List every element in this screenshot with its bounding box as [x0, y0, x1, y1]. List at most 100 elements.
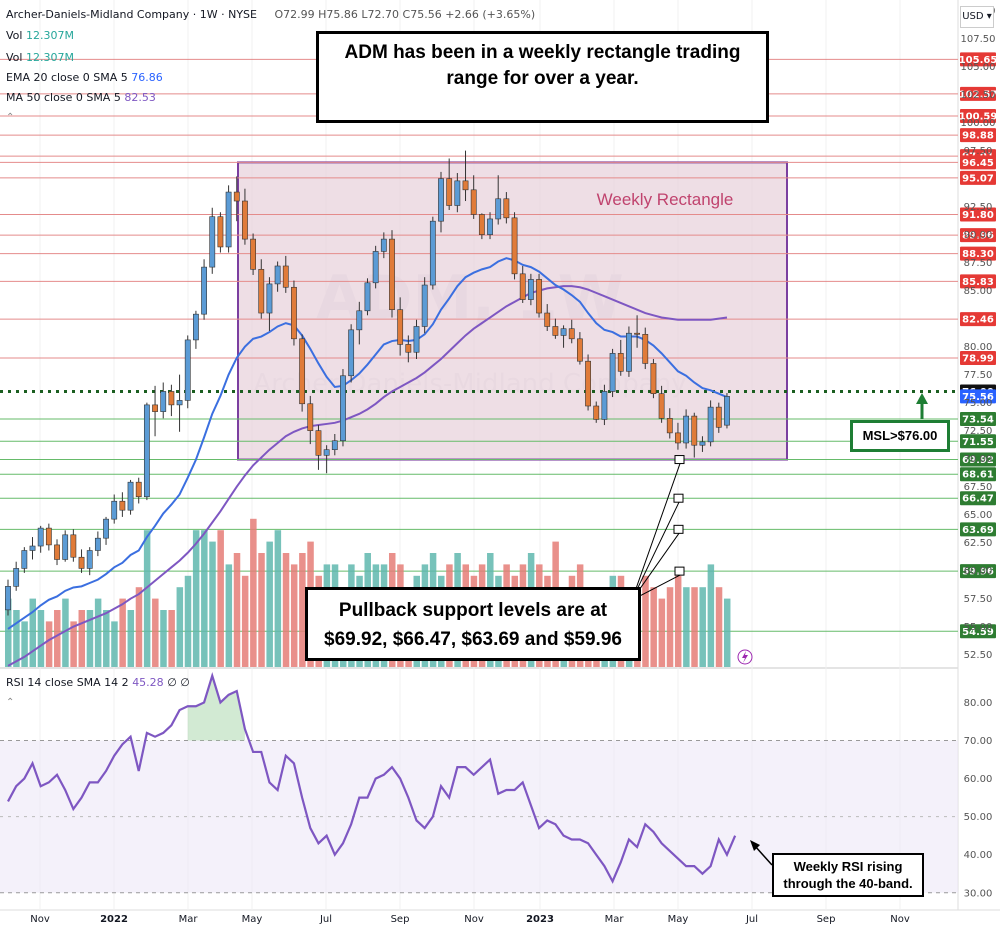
candle-down — [576, 338, 583, 362]
candle-up — [356, 310, 363, 331]
price-level-badge-label: 54.59 — [962, 627, 994, 638]
candle-down — [675, 432, 681, 444]
candle-down — [503, 198, 510, 219]
candle-up — [86, 550, 93, 569]
volume-indicator-2[interactable]: Vol 12.307M — [6, 51, 74, 64]
price-level-badge-label: 88.30 — [962, 249, 994, 260]
candle-down — [250, 238, 256, 270]
price-level-badge-label: 95.07 — [962, 173, 994, 184]
price-tick-label: 92.50 — [964, 202, 993, 213]
price-level-badge — [960, 312, 996, 327]
rsi-indicator[interactable]: RSI 14 close SMA 14 2 45.28 ∅ ∅ — [6, 676, 190, 689]
candle-up — [193, 313, 199, 341]
candle-up — [176, 400, 183, 406]
volume-bar — [290, 564, 298, 667]
candle-down — [152, 404, 158, 412]
candle-up — [21, 550, 28, 569]
candle-down — [54, 544, 60, 560]
volume-bar — [217, 530, 224, 667]
price-tick-label: 80.00 — [964, 342, 993, 353]
candle-down — [70, 534, 77, 558]
price-tick-label: 72.50 — [964, 426, 993, 437]
volume-bar — [266, 541, 273, 667]
price-level-badge-label: 78.99 — [962, 353, 994, 364]
price-tick-label: 90.00 — [964, 230, 993, 241]
candle-up — [527, 279, 534, 300]
rsi-overbought-fill — [187, 675, 245, 741]
volume-bar — [225, 564, 233, 667]
price-level-badge-label: 82.46 — [962, 315, 994, 326]
candle-up — [184, 339, 191, 401]
time-tick-label: Mar — [605, 914, 625, 925]
support-pointer-marker — [674, 566, 685, 576]
candle-up — [626, 332, 632, 372]
candle-up — [29, 545, 36, 551]
candle-down — [593, 405, 600, 420]
collapse-chevron-icon[interactable]: ⌃ — [6, 697, 15, 708]
candle-up — [37, 527, 44, 547]
rsi-note-arrow — [754, 845, 773, 866]
candle-up — [601, 391, 608, 420]
volume-bar — [21, 621, 28, 667]
candle-up — [225, 191, 232, 248]
candle-up — [348, 329, 355, 377]
candle-down — [658, 393, 665, 419]
candle-up — [495, 198, 502, 220]
price-tick-label: 57.50 — [964, 594, 993, 605]
volume-bar — [650, 587, 657, 667]
collapse-chevron-icon[interactable]: ⌃ — [6, 112, 15, 123]
rsi-line — [7, 672, 737, 884]
volume-bar — [666, 587, 674, 667]
candle-up — [111, 500, 118, 520]
candle-up — [429, 220, 436, 286]
price-level-badge-label: 91.80 — [962, 210, 994, 221]
candle-up — [438, 178, 444, 222]
candle-up — [372, 251, 379, 284]
price-level-badge — [960, 170, 996, 185]
ma-indicator[interactable]: MA 50 close 0 SMA 5 82.53 — [6, 91, 156, 104]
volume-indicator-1[interactable]: Vol 12.307M — [6, 29, 74, 42]
price-level-badge — [960, 128, 996, 143]
candle-up — [201, 266, 207, 315]
candle-down — [470, 189, 477, 215]
rsi-tick-label: 40.00 — [964, 850, 993, 861]
candle-up — [609, 353, 616, 392]
candle-up — [421, 284, 428, 327]
currency-selector[interactable]: USD ▾ — [960, 6, 994, 28]
price-tick-label: 87.50 — [964, 258, 993, 269]
price-tick-label: 75.00 — [964, 398, 993, 409]
price-level-badge-label: 105.65 — [959, 55, 998, 66]
volume-bar — [233, 553, 241, 667]
price-tick-label: 67.50 — [964, 482, 993, 493]
price-level-badge-label: 98.88 — [962, 131, 994, 142]
price-level-badge-label: 75.56 — [962, 392, 994, 403]
volume-bar — [168, 610, 175, 667]
time-tick-label: Mar — [179, 914, 199, 925]
candle-down — [135, 481, 142, 498]
price-level-badge-label: 96.45 — [962, 158, 994, 169]
candle-up — [13, 568, 20, 587]
volume-bar — [250, 518, 257, 667]
volume-bar — [119, 598, 126, 667]
candle-up — [274, 265, 281, 285]
msl-label: MSL>$76.00 — [850, 420, 950, 452]
price-level-badge — [960, 52, 996, 67]
candle-up — [160, 391, 167, 412]
ema-indicator[interactable]: EMA 20 close 0 SMA 5 76.86 — [6, 71, 163, 84]
candle-up — [454, 180, 461, 206]
candle-down — [552, 326, 559, 336]
price-level-badge-label: 68.61 — [962, 470, 994, 481]
price-tick-label: 62.50 — [964, 538, 993, 549]
msl-arrow-head — [916, 393, 928, 404]
volume-bar — [707, 564, 715, 667]
candle-up — [707, 406, 714, 443]
ema20-line — [7, 257, 728, 630]
volume-bar — [103, 610, 110, 667]
price-level-badge — [960, 86, 996, 101]
candle-up — [103, 518, 109, 539]
time-tick-label: May — [668, 914, 689, 925]
time-tick-label: May — [242, 914, 263, 925]
price-level-badge-label: 69.92 — [962, 455, 994, 466]
candle-down — [544, 312, 551, 327]
